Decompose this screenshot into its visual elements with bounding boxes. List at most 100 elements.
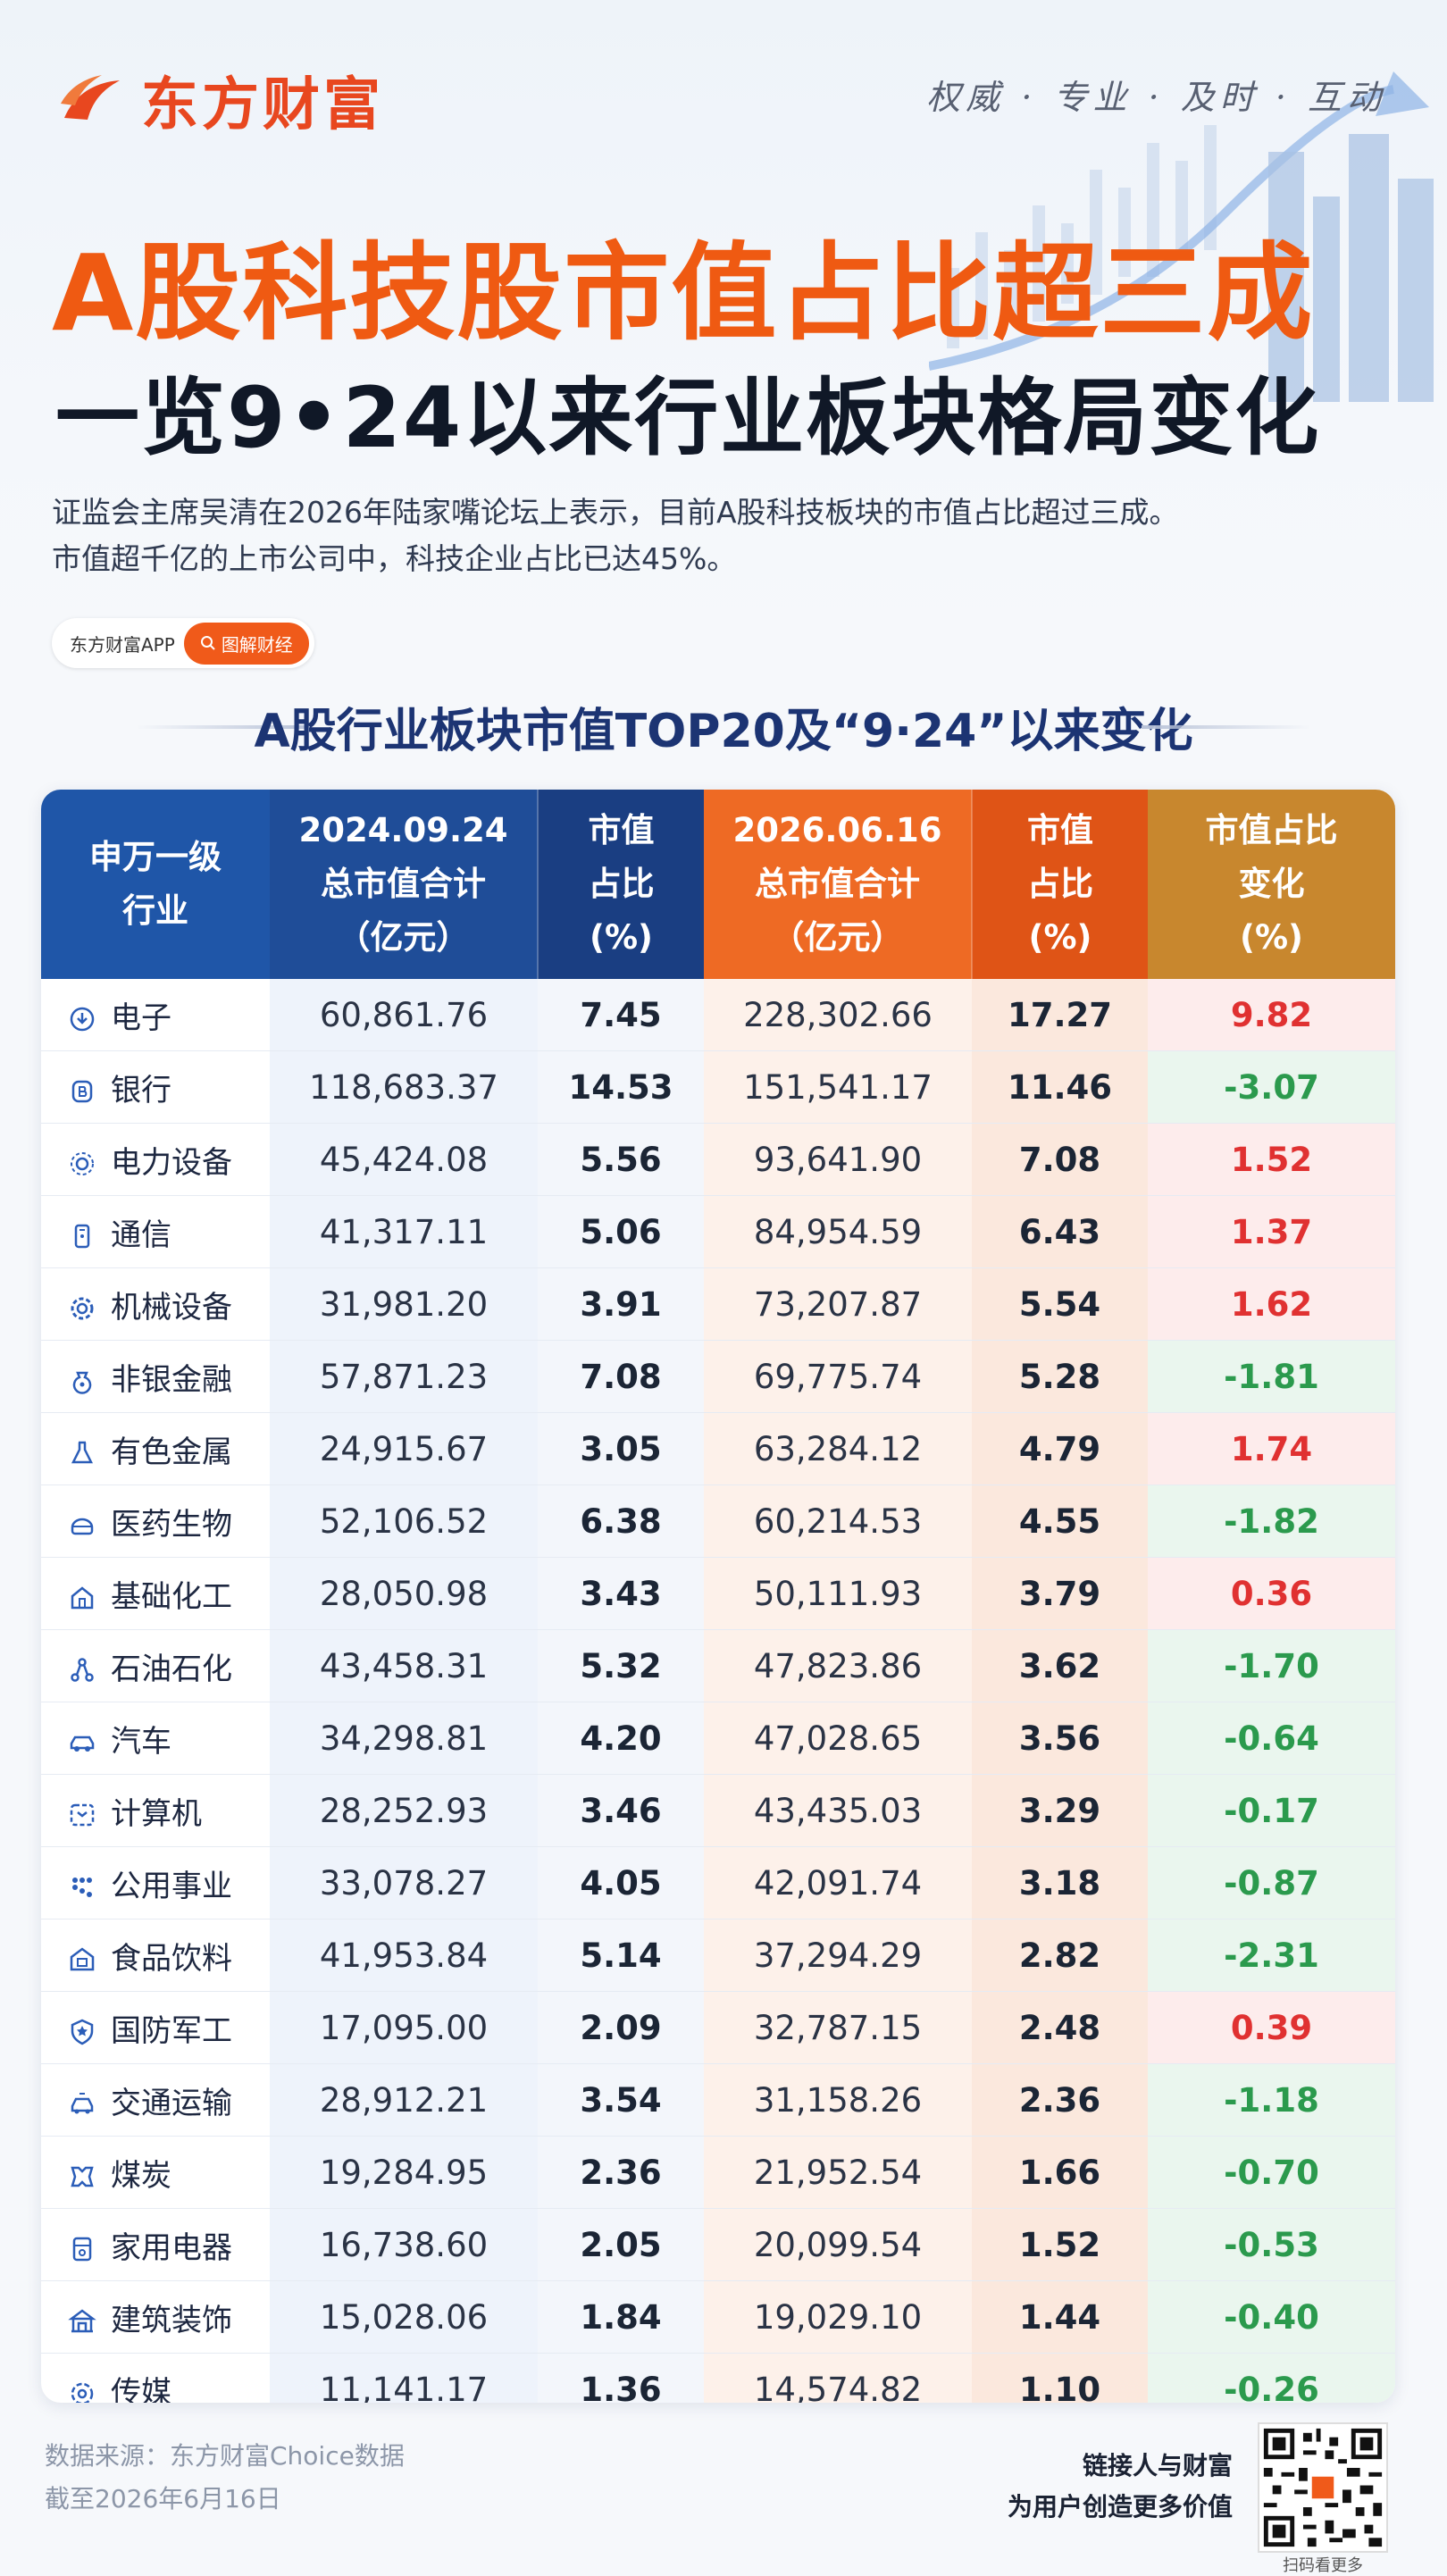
value-2026-cell: 50,111.93 (704, 1557, 972, 1630)
pct-2026-cell: 4.55 (972, 1485, 1148, 1558)
value-2026-cell: 47,028.65 (704, 1702, 972, 1775)
table-row: 医药生物 52,106.52 6.38 60,214.53 4.55 -1.82 (41, 1485, 1395, 1558)
intro-paragraph: 证监会主席吴清在2026年陆家嘴论坛上表示，目前A股科技板块的市值占比超过三成。… (52, 489, 1401, 582)
value-2024-cell: 16,738.60 (270, 2208, 538, 2281)
table-row: 公用事业 33,078.27 4.05 42,091.74 3.18 -0.87 (41, 1846, 1395, 1919)
pct-2026-cell: 2.48 (972, 1991, 1148, 2064)
industry-label: 煤炭 (111, 2157, 171, 2194)
star-shield-icon (68, 2018, 96, 2046)
value-2026-cell: 228,302.66 (704, 979, 972, 1051)
industry-label: 有色金属 (111, 1434, 232, 1470)
industry-label: 医药生物 (111, 1506, 232, 1543)
table-row: 有色金属 24,915.67 3.05 63,284.12 4.79 1.74 (41, 1412, 1395, 1485)
value-2024-cell: 28,050.98 (270, 1557, 538, 1630)
pct-2024-cell: 3.91 (538, 1267, 704, 1341)
appliance-icon (68, 2235, 96, 2263)
header-background (0, 0, 1447, 679)
eastmoney-logo-icon (61, 75, 120, 120)
value-2026-cell: 69,775.74 (704, 1340, 972, 1413)
value-2024-cell: 33,078.27 (270, 1846, 538, 1919)
industry-label: 基础化工 (111, 1578, 232, 1615)
search-icon (200, 636, 215, 650)
data-source: 数据来源：东方财富Choice数据 截至2026年6月16日 (45, 2435, 405, 2521)
qr-code[interactable] (1258, 2422, 1388, 2553)
industry-cell: 食品饮料 (41, 1919, 270, 1992)
value-2026-cell: 32,787.15 (704, 1991, 972, 2064)
table-row: 银行 118,683.37 14.53 151,541.17 11.46 -3.07 (41, 1050, 1395, 1124)
pct-2026-cell: 5.54 (972, 1267, 1148, 1341)
value-2024-cell: 41,317.11 (270, 1195, 538, 1268)
table-row: 食品饮料 41,953.84 5.14 37,294.29 2.82 -2.31 (41, 1919, 1395, 1992)
change-cell: -1.18 (1148, 2063, 1395, 2137)
pct-2026-cell: 2.36 (972, 2063, 1148, 2137)
industry-label: 电子 (111, 999, 171, 1036)
pct-2026-cell: 3.18 (972, 1846, 1148, 1919)
store-icon (68, 1945, 96, 1974)
coal-icon (68, 2162, 96, 2191)
table-body: 电子 60,861.76 7.45 228,302.66 17.27 9.82 银行 118,… (41, 979, 1395, 2403)
change-cell: 0.36 (1148, 1557, 1395, 1630)
table-row: 国防军工 17,095.00 2.09 32,787.15 2.48 0.39 (41, 1991, 1395, 2064)
footer-slogan-line: 为用户创造更多价值 (1007, 2492, 1233, 2522)
change-cell: -1.81 (1148, 1340, 1395, 1413)
decorative-skyline (1268, 134, 1434, 402)
tujie-caijing-button[interactable]: 图解财经 (183, 622, 309, 665)
header-industry: 申万一级 行业 (41, 790, 270, 979)
value-2026-cell: 21,952.54 (704, 2136, 972, 2209)
value-2024-cell: 11,141.17 (270, 2353, 538, 2403)
industry-label: 公用事业 (111, 1868, 232, 1904)
pct-2024-cell: 2.05 (538, 2208, 704, 2281)
value-2024-cell: 17,095.00 (270, 1991, 538, 2064)
industry-label: 建筑装饰 (111, 2302, 232, 2338)
table-header-row: 申万一级 行业 2024.09.24 总市值合计 （亿元） 市值 占比 (%) … (41, 790, 1395, 979)
table-row: 传媒 11,141.17 1.36 14,574.82 1.10 -0.26 (41, 2353, 1395, 2403)
value-2026-cell: 60,214.53 (704, 1485, 972, 1558)
change-cell: 1.62 (1148, 1267, 1395, 1341)
chip-icon (68, 1005, 96, 1033)
industry-cell: 传媒 (41, 2353, 270, 2403)
table-row: 石油石化 43,458.31 5.32 47,823.86 3.62 -1.70 (41, 1629, 1395, 1702)
table-row: 汽车 34,298.81 4.20 47,028.65 3.56 -0.64 (41, 1702, 1395, 1775)
header-value-2026: 2026.06.16 总市值合计 （亿元） (704, 790, 972, 979)
value-2026-cell: 42,091.74 (704, 1846, 972, 1919)
pct-2026-cell: 3.56 (972, 1702, 1148, 1775)
value-2026-cell: 84,954.59 (704, 1195, 972, 1268)
qr-caption: 扫码看更多 (1283, 2556, 1363, 2575)
table-row: 通信 41,317.11 5.06 84,954.59 6.43 1.37 (41, 1195, 1395, 1268)
change-cell: 0.39 (1148, 1991, 1395, 2064)
industry-cell: 公用事业 (41, 1846, 270, 1919)
pct-2026-cell: 3.29 (972, 1774, 1148, 1847)
power-equipment-icon (68, 1150, 96, 1178)
pct-2026-cell: 1.52 (972, 2208, 1148, 2281)
table-row: 交通运输 28,912.21 3.54 31,158.26 2.36 -1.18 (41, 2063, 1395, 2137)
value-2024-cell: 34,298.81 (270, 1702, 538, 1775)
title-decoration-right (1142, 725, 1311, 729)
change-cell: -0.26 (1148, 2353, 1395, 2403)
industry-cell: 建筑装饰 (41, 2280, 270, 2354)
change-cell: -0.64 (1148, 1702, 1395, 1775)
car-icon (68, 1728, 96, 1757)
industry-cell: 有色金属 (41, 1412, 270, 1485)
utility-icon (68, 1873, 96, 1902)
money-bag-icon (68, 1367, 96, 1395)
title-decoration-left (136, 725, 305, 729)
table-row: 计算机 28,252.93 3.46 43,435.03 3.29 -0.17 (41, 1774, 1395, 1847)
change-cell: -0.17 (1148, 1774, 1395, 1847)
media-icon (68, 2379, 96, 2403)
pct-2024-cell: 5.32 (538, 1629, 704, 1702)
industry-label: 石油石化 (111, 1651, 232, 1687)
value-2026-cell: 19,029.10 (704, 2280, 972, 2354)
value-2026-cell: 73,207.87 (704, 1267, 972, 1341)
value-2026-cell: 20,099.54 (704, 2208, 972, 2281)
pct-2026-cell: 11.46 (972, 1050, 1148, 1124)
change-cell: 9.82 (1148, 979, 1395, 1051)
pill-icon (68, 1511, 96, 1540)
pct-2026-cell: 2.82 (972, 1919, 1148, 1992)
industry-cell: 银行 (41, 1050, 270, 1124)
section-title: A股行业板块市值TOP20及“9·24”以来变化 (254, 705, 1193, 758)
pct-2024-cell: 1.36 (538, 2353, 704, 2403)
pct-2024-cell: 3.46 (538, 1774, 704, 1847)
app-badge[interactable]: 东方财富APP 图解财经 (52, 618, 314, 668)
value-2024-cell: 24,915.67 (270, 1412, 538, 1485)
change-cell: 1.74 (1148, 1412, 1395, 1485)
